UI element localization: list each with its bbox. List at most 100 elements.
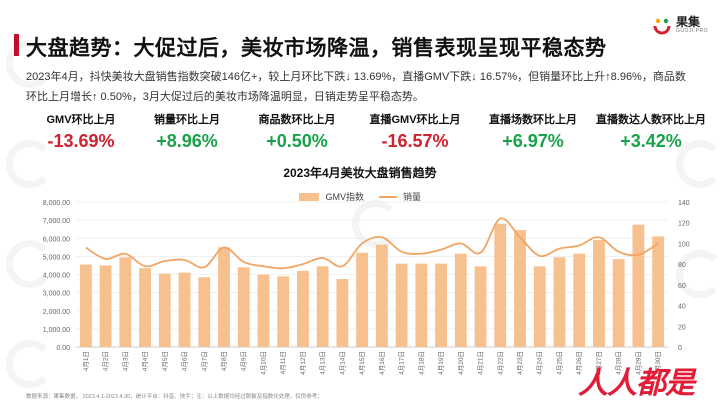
kpi-value: +8.96%: [156, 131, 218, 151]
bar-gmv: [632, 224, 645, 347]
y-left-tick-label: 6,000.00: [43, 236, 70, 243]
bar-gmv: [454, 253, 467, 347]
bar-gmv: [198, 277, 211, 347]
x-tick-label: 4月2日: [102, 351, 110, 371]
x-tick-label: 4月1日: [82, 351, 90, 371]
page-title: 大盘趋势：大促过后，美妆市场降温，销售表现呈现平稳态势: [26, 37, 607, 60]
trend-chart: 0.00 1,000.00 2,000.00 3,000.00 4,000.00 5,00…: [43, 200, 690, 375]
x-tick-label: 4月17日: [398, 351, 406, 375]
bar-gmv: [652, 236, 665, 347]
y-right-tick-label: 0: [678, 345, 682, 352]
brand-logo-block: 果集 GUOJI.PRO: [651, 14, 708, 36]
x-tick-label: 4月29日: [634, 351, 642, 375]
y-left-tick-label: 1,000.00: [43, 327, 70, 334]
brand-subtitle: GUOJI.PRO: [675, 28, 708, 34]
y-right-tick-label: 100: [678, 241, 690, 248]
bar-gmv: [474, 266, 487, 347]
kpi-live-sessions: 直播场数环比上月 +6.97%: [478, 111, 588, 152]
bar-gmv: [514, 230, 526, 347]
x-tick-label: 4月28日: [615, 351, 623, 375]
x-tick-label: 4月18日: [417, 351, 425, 375]
y-right-tick-label: 120: [678, 221, 690, 228]
y-right-tick-label: 80: [678, 262, 686, 269]
line-sales-volume: [85, 217, 659, 270]
x-tick-label: 4月19日: [437, 351, 445, 375]
y-left-tick-label: 5,000.00: [43, 254, 70, 261]
x-tick-label: 4月14日: [338, 351, 346, 375]
y-right-tick-label: 20: [678, 324, 686, 331]
y-left-tick-label: 3,000.00: [43, 291, 70, 298]
x-tick-label: 4月5日: [161, 351, 169, 371]
data-source-note: 数据来源：果集数据， 2023.4.1-2023.4.30，统计平台：抖音、快手…: [26, 394, 323, 400]
x-tick-label: 4月11日: [279, 351, 287, 374]
x-tick-label: 4月27日: [595, 351, 603, 375]
kpi-label: 直播GMV环比上月: [369, 114, 461, 126]
kpi-value: -13.69%: [47, 131, 115, 151]
kpi-gmv: GMV环比上月 -13.69%: [26, 111, 136, 152]
chart-title: 2023年4月美妆大盘销售趋势: [283, 166, 437, 180]
kpi-value: +0.50%: [266, 131, 328, 151]
bar-gmv: [356, 252, 369, 347]
x-tick-label: 4月26日: [575, 351, 583, 375]
y-right-tick-label: 140: [678, 200, 690, 207]
kpi-label: 销量环比上月: [154, 114, 220, 126]
y-left-tick-label: 8,000.00: [43, 200, 70, 207]
kpi-label: GMV环比上月: [46, 114, 116, 126]
y-left-tick-label: 0.00: [56, 345, 70, 352]
y-right-tick-label: 40: [678, 304, 686, 311]
x-tick-label: 4月23日: [516, 351, 524, 375]
kpi-value: +6.97%: [502, 131, 564, 151]
x-tick-label: 4月8日: [220, 351, 228, 371]
kpi-label: 商品数环比上月: [258, 114, 336, 126]
bar-gmv: [158, 273, 171, 347]
kpi-live-creators: 直播数达人数环比上月 +3.42%: [596, 111, 706, 152]
x-tick-label: 4月16日: [378, 351, 386, 375]
x-tick-label: 4月7日: [200, 351, 208, 371]
bar-gmv: [395, 263, 408, 347]
x-tick-label: 4月20日: [457, 351, 465, 375]
kpi-live-gmv: 直播GMV环比上月 -16.57%: [360, 111, 470, 152]
y-left-tick-label: 4,000.00: [43, 273, 70, 280]
bar-gmv: [573, 253, 586, 347]
bar-gmv: [612, 259, 625, 347]
bar-gmv: [277, 276, 290, 347]
bar-gmv: [533, 266, 546, 347]
bar-gmv: [494, 223, 507, 347]
x-tick-label: 4月24日: [536, 351, 544, 375]
x-tick-label: 4月25日: [555, 351, 563, 375]
y-left-tick-label: 7,000.00: [43, 218, 70, 225]
x-tick-label: 4月30日: [654, 351, 662, 375]
y-right-tick-label: 60: [678, 283, 686, 290]
x-tick-label: 4月21日: [477, 351, 485, 375]
watermark-stamp: 人人都是: [578, 367, 695, 400]
legend-label-sales: 销量: [403, 192, 422, 202]
legend-bar-swatch: [298, 192, 319, 201]
chart-legend: GMV指数 销量: [0, 190, 720, 203]
bar-gmv: [178, 272, 191, 347]
bar-gmv: [297, 270, 309, 347]
bar-gmv: [316, 266, 329, 347]
bar-gmv: [79, 264, 92, 347]
kpi-sales-volume: 销量环比上月 +8.96%: [132, 111, 242, 152]
bar-gmv: [593, 240, 605, 347]
x-tick-label: 4月9日: [240, 351, 248, 371]
bar-gmv: [553, 257, 566, 347]
legend-label-gmv: GMV指数: [325, 192, 364, 202]
kpi-product-count: 商品数环比上月 +0.50%: [242, 111, 352, 152]
y-left-tick-label: 2,000.00: [43, 309, 70, 316]
kpi-label: 直播场数环比上月: [489, 114, 577, 126]
bar-gmv: [415, 263, 428, 347]
bar-gmv: [375, 244, 388, 347]
kpi-value: +3.42%: [620, 131, 682, 151]
kpi-value: -16.57%: [381, 131, 449, 151]
x-tick-label: 4月12日: [299, 351, 307, 375]
x-tick-label: 4月22日: [496, 351, 504, 375]
title-accent-bar: [14, 34, 19, 56]
bar-gmv: [435, 263, 447, 347]
bar-gmv: [257, 274, 270, 347]
x-tick-label: 4月3日: [121, 351, 129, 371]
x-tick-label: 4月6日: [181, 351, 189, 371]
kpi-label: 直播数达人数环比上月: [596, 114, 706, 126]
x-tick-label: 4月10日: [259, 351, 267, 375]
summary-paragraph: 2023年4月，抖快美妆大盘销售指数突破146亿+，较上月环比下跌↓ 13.69…: [26, 71, 686, 103]
